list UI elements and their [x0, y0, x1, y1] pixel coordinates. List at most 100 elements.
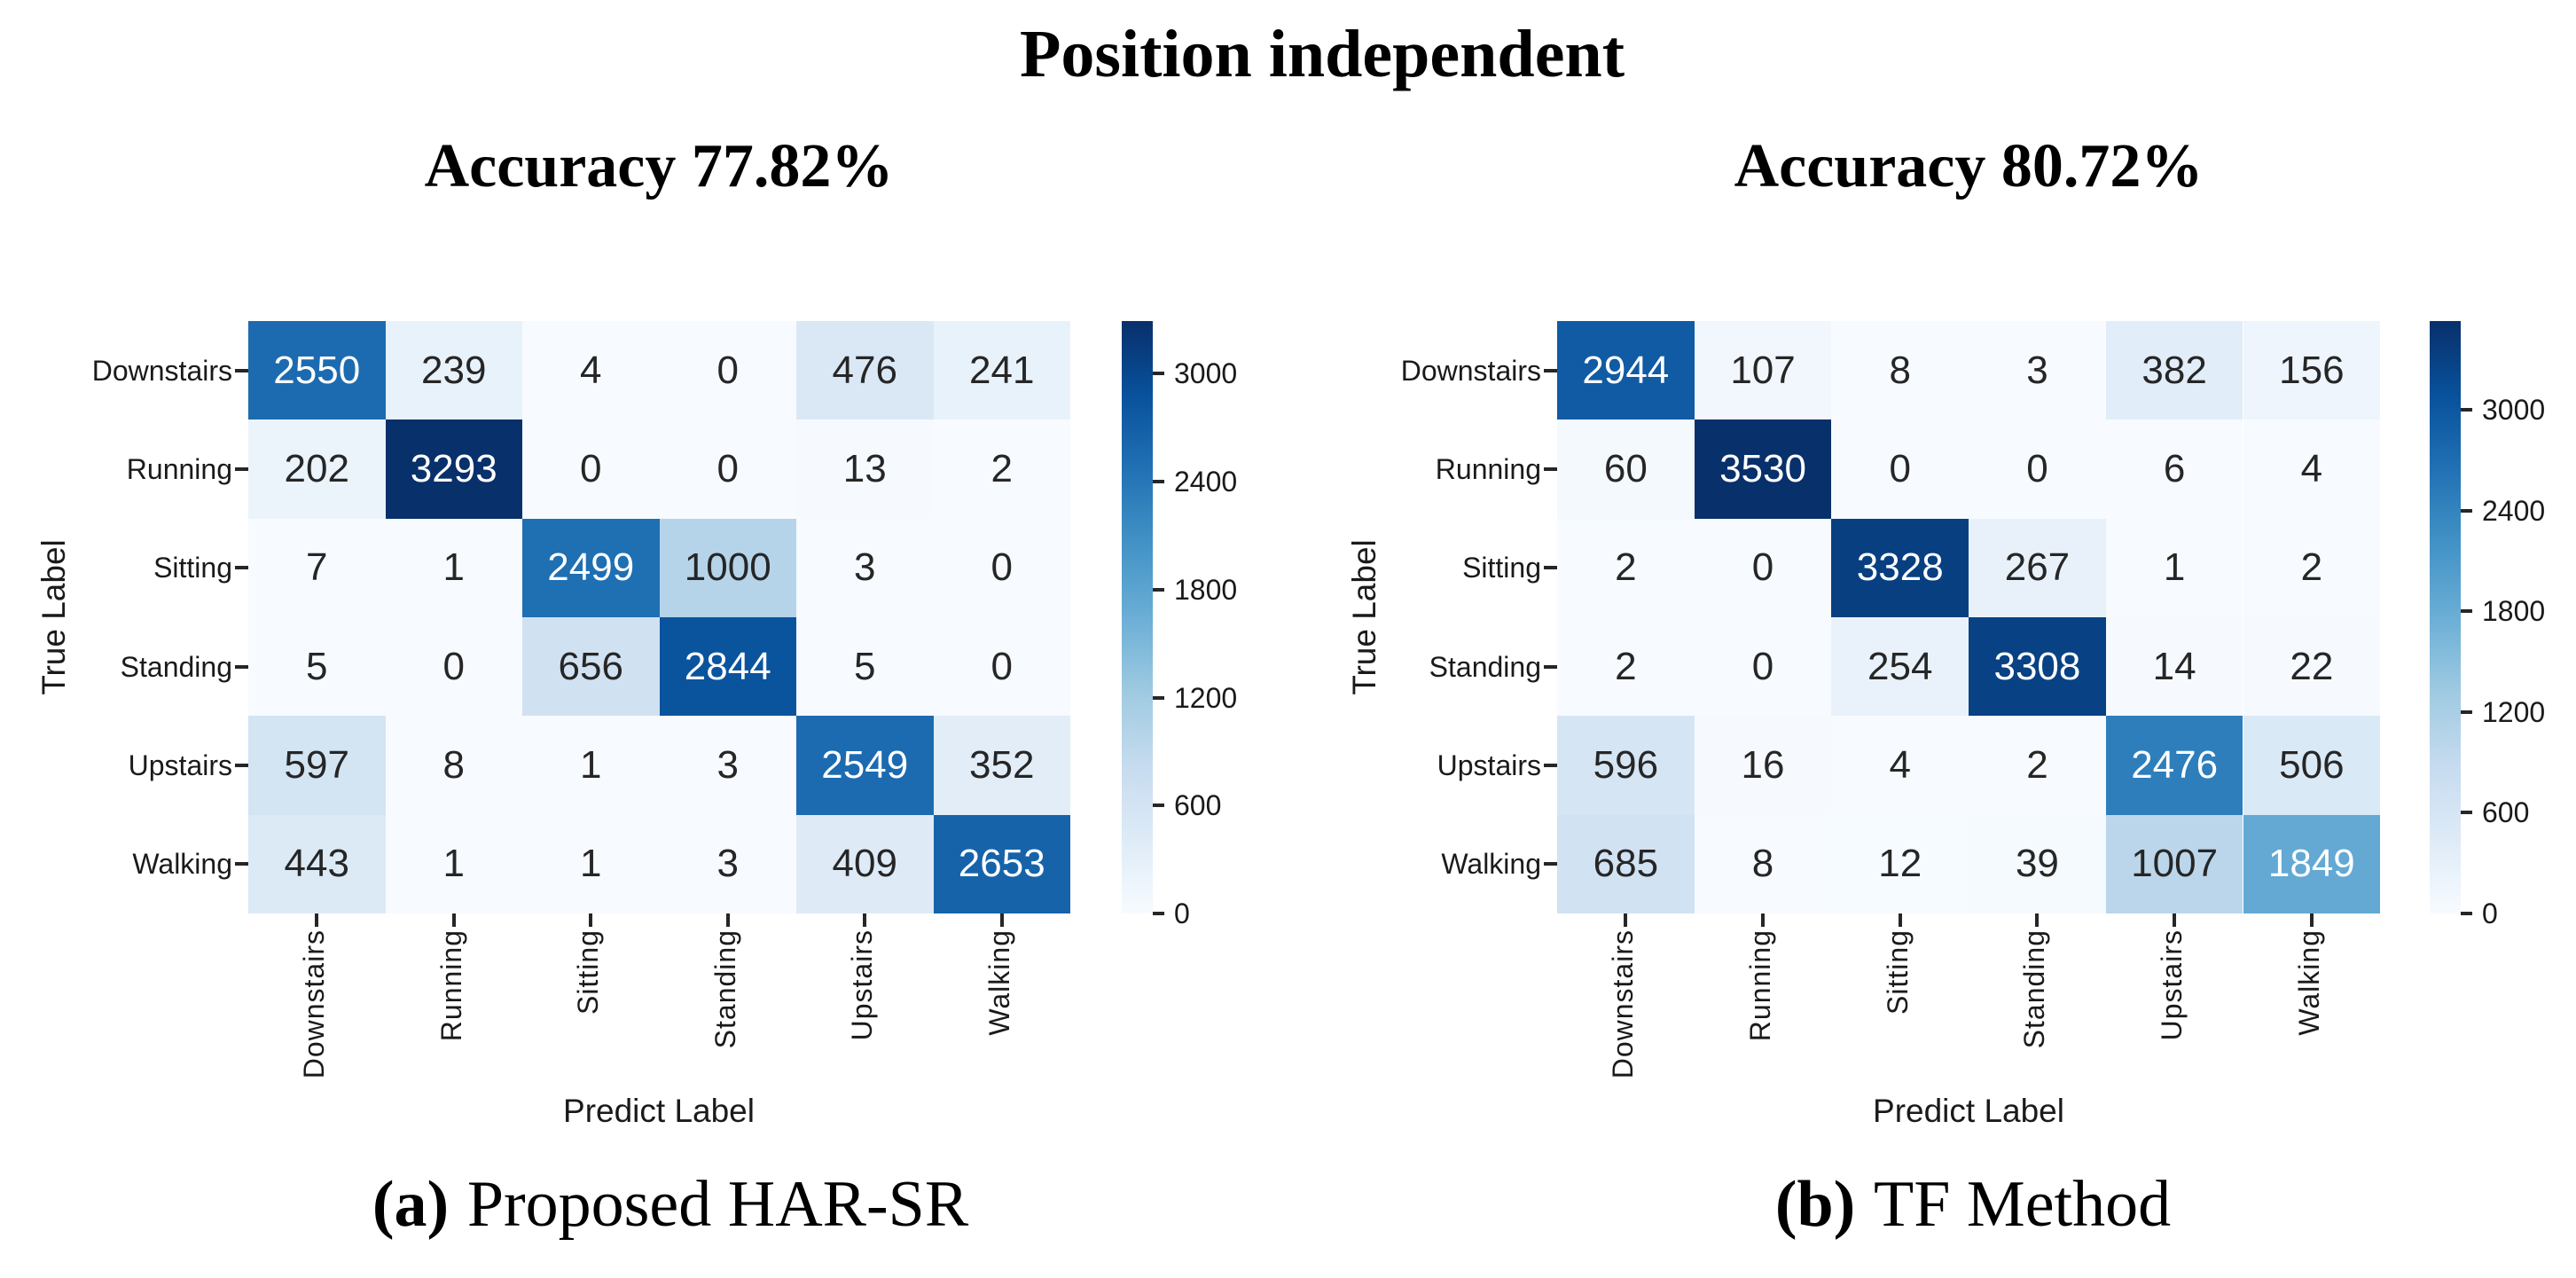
heatmap-cell: 254: [1831, 616, 1969, 717]
heatmap-cell: 107: [1694, 321, 1832, 420]
y-tick-mark: [1544, 664, 1557, 669]
x-tick-label: Running: [435, 929, 467, 1042]
x-tick-label: Downstairs: [298, 929, 331, 1079]
panel-a-caption: (a) Proposed HAR-SR: [372, 1167, 968, 1243]
x-tick-mark: [1761, 913, 1766, 927]
heatmap-cell: 1: [385, 518, 522, 617]
heatmap-cell: 0: [659, 321, 796, 420]
heatmap-cell: 4: [1831, 716, 1969, 815]
heatmap-cell: 156: [2243, 321, 2381, 420]
heatmap-cell: 1849: [2243, 814, 2381, 913]
colorbar-tick-label: 0: [2482, 898, 2498, 929]
heatmap-cell: 0: [933, 616, 1070, 717]
panel-b-colorbar: [2430, 321, 2461, 913]
heatmap-cell: 409: [796, 814, 934, 913]
y-tick-label: Sitting: [153, 552, 232, 584]
heatmap-cell: 3: [1969, 321, 2106, 420]
colorbar-tick-mark: [1153, 372, 1164, 376]
heatmap-cell: 267: [1969, 518, 2106, 617]
heatmap-cell: 2: [1557, 616, 1695, 717]
heatmap-cell: 3308: [1969, 616, 2106, 717]
heatmap-cell: 2499: [522, 518, 660, 617]
y-tick-mark: [235, 862, 248, 866]
heatmap-cell: 382: [2105, 321, 2243, 420]
y-tick-label: Running: [1435, 452, 1541, 485]
heatmap-cell: 2: [933, 419, 1070, 519]
heatmap-cell: 0: [1694, 616, 1832, 717]
y-tick-mark: [1544, 368, 1557, 372]
colorbar-tick-mark: [2461, 508, 2472, 513]
y-tick-mark: [235, 368, 248, 372]
x-tick-label: Sitting: [572, 929, 605, 1015]
heatmap-cell: 2844: [659, 616, 796, 717]
y-tick-mark: [1544, 566, 1557, 570]
heatmap-cell: 16: [1694, 716, 1832, 815]
heatmap-cell: 3530: [1694, 419, 1832, 519]
heatmap-cell: 3: [659, 814, 796, 913]
panel-b-caption: (b) TF Method: [1775, 1167, 2171, 1243]
panel-a-accuracy-title: Accuracy 77.82%: [424, 132, 894, 200]
y-tick-label: Upstairs: [1437, 749, 1541, 781]
heatmap-cell: 2: [1557, 518, 1695, 617]
panel-b-x-axis-label: Predict Label: [1873, 1093, 2064, 1129]
heatmap-cell: 8: [1831, 321, 1969, 420]
x-tick-label: Sitting: [1881, 929, 1914, 1015]
x-tick-mark: [1624, 913, 1628, 927]
y-tick-mark: [235, 664, 248, 669]
y-tick-label: Downstairs: [91, 354, 232, 387]
heatmap-cell: 597: [248, 716, 386, 815]
colorbar-tick-label: 1200: [2482, 695, 2546, 728]
heatmap-cell: 4: [522, 321, 660, 420]
heatmap-cell: 506: [2243, 716, 2381, 815]
colorbar-tick-label: 3000: [1174, 357, 1238, 390]
heatmap-cell: 5: [248, 616, 386, 717]
colorbar-tick-mark: [1153, 912, 1164, 915]
heatmap-cell: 3293: [385, 419, 522, 519]
heatmap-cell: 656: [522, 616, 660, 717]
heatmap-cell: 39: [1969, 814, 2106, 913]
y-tick-mark: [235, 467, 248, 471]
y-tick-label: Downstairs: [1400, 354, 1541, 387]
colorbar-tick-mark: [2461, 912, 2472, 915]
x-tick-label: Standing: [2018, 929, 2051, 1049]
heatmap-cell: 0: [385, 616, 522, 717]
heatmap-cell: 2: [1969, 716, 2106, 815]
heatmap-cell: 2653: [933, 814, 1070, 913]
y-tick-label: Running: [126, 452, 232, 485]
colorbar-tick-mark: [2461, 710, 2472, 714]
colorbar-tick-mark: [2461, 408, 2472, 412]
x-tick-mark: [315, 913, 319, 927]
heatmap-cell: 1000: [659, 518, 796, 617]
panel-a-x-axis-label: Predict Label: [563, 1093, 755, 1129]
colorbar-tick-mark: [2461, 609, 2472, 614]
heatmap-cell: 3: [796, 518, 934, 617]
heatmap-cell: 1007: [2105, 814, 2243, 913]
colorbar-tick-mark: [1153, 587, 1164, 592]
panel-b-caption-text: TF Method: [1874, 1168, 2172, 1241]
x-tick-mark: [2035, 913, 2040, 927]
heatmap-cell: 1: [522, 814, 660, 913]
heatmap-cell: 685: [1557, 814, 1695, 913]
heatmap-cell: 241: [933, 321, 1070, 420]
heatmap-cell: 202: [248, 419, 386, 519]
colorbar-tick-label: 0: [1174, 898, 1190, 929]
heatmap-cell: 1: [385, 814, 522, 913]
x-tick-mark: [451, 913, 456, 927]
x-tick-label: Upstairs: [2156, 929, 2188, 1041]
heatmap-cell: 2550: [248, 321, 386, 420]
panel-a-colorbar: [1122, 321, 1153, 913]
heatmap-cell: 0: [1969, 419, 2106, 519]
y-tick-mark: [1544, 763, 1557, 767]
x-tick-label: Walking: [2292, 929, 2325, 1036]
heatmap-cell: 4: [2243, 419, 2381, 519]
y-tick-label: Sitting: [1462, 552, 1541, 584]
x-tick-label: Walking: [983, 929, 1015, 1036]
heatmap-cell: 7: [248, 518, 386, 617]
x-tick-mark: [863, 913, 867, 927]
heatmap-cell: 5: [796, 616, 934, 717]
heatmap-cell: 0: [1694, 518, 1832, 617]
heatmap-cell: 2: [2243, 518, 2381, 617]
heatmap-cell: 352: [933, 716, 1070, 815]
x-tick-mark: [999, 913, 1004, 927]
